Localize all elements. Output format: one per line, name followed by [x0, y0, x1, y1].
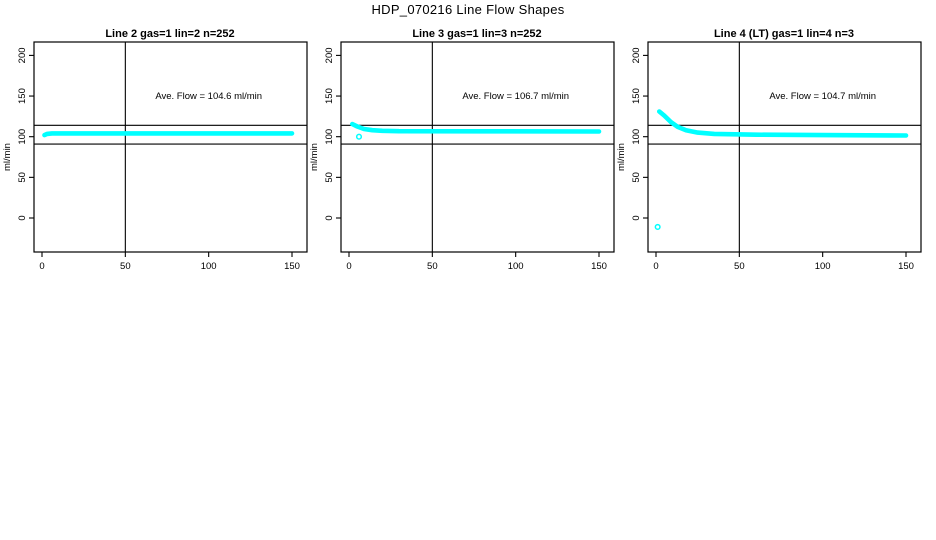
x-tick-label: 100	[508, 261, 524, 272]
plot-area: 0 50 100 150 0 50 100 150 200 ml/min	[616, 41, 922, 272]
panel-line-4-plot: Line 4 (LT) gas=1 lin=4 n=3 0 50 100 150 0 50…	[616, 28, 922, 272]
panel-title: Line 3 gas=1 lin=3 n=252	[412, 28, 541, 40]
x-tick-label: 50	[427, 261, 438, 272]
plot-frame	[647, 41, 922, 253]
panel-title: Line 2 gas=1 lin=2 n=252	[105, 28, 234, 40]
flow-series	[350, 121, 602, 134]
ave-flow-annotation: Ave. Flow = 104.6 ml/min	[155, 91, 262, 102]
y-tick-label: 200	[324, 47, 335, 63]
panel-line-4: Line 4 (LT) gas=1 lin=4 n=3 0 50 100 150 0 50…	[614, 20, 923, 275]
y-tick-label: 100	[631, 129, 642, 145]
y-axis-label: ml/min	[616, 143, 627, 171]
figure-title: HDP_070216 Line Flow Shapes	[371, 2, 565, 17]
y-tick-label: 0	[324, 215, 335, 220]
y-tick-label: 0	[631, 215, 642, 220]
x-tick-label: 0	[39, 261, 44, 272]
panel-title: Line 4 (LT) gas=1 lin=4 n=3	[714, 28, 854, 40]
ave-flow-annotation: Ave. Flow = 106.7 ml/min	[462, 91, 569, 102]
x-tick-label: 150	[284, 261, 300, 272]
outlier-point	[355, 133, 363, 140]
plot-area: 0 50 100 150 0 50 100 150 200 ml/min	[309, 41, 615, 272]
panel-line-2: Line 2 gas=1 lin=2 n=252 0 50 100 150 0 50 100…	[0, 20, 309, 275]
x-tick-label: 100	[815, 261, 831, 272]
y-tick-label: 50	[631, 172, 642, 183]
panel-line-3: Line 3 gas=1 lin=3 n=252 0 50 100 150 0 50 100…	[307, 20, 616, 275]
y-tick-label: 50	[324, 172, 335, 183]
ave-flow-annotation: Ave. Flow = 104.7 ml/min	[769, 91, 876, 102]
x-tick-label: 150	[591, 261, 607, 272]
y-tick-label: 50	[17, 172, 28, 183]
y-tick-label: 150	[324, 88, 335, 104]
x-tick-label: 50	[734, 261, 745, 272]
y-tick-label: 200	[17, 47, 28, 63]
x-tick-label: 0	[346, 261, 351, 272]
y-axis-label: ml/min	[2, 143, 13, 171]
outlier-point	[654, 223, 661, 230]
x-tick-label: 100	[201, 261, 217, 272]
plot-frame	[33, 41, 308, 253]
panel-line-2-plot: Line 2 gas=1 lin=2 n=252 0 50 100 150 0 50 100…	[2, 28, 308, 272]
y-tick-label: 0	[17, 215, 28, 220]
x-tick-label: 0	[653, 261, 658, 272]
y-tick-label: 150	[631, 88, 642, 104]
flow-series	[42, 131, 295, 138]
y-tick-label: 200	[631, 47, 642, 63]
y-axis-label: ml/min	[309, 143, 320, 171]
y-tick-label: 150	[17, 88, 28, 104]
y-tick-label: 100	[17, 129, 28, 145]
x-tick-label: 150	[898, 261, 914, 272]
flow-series	[657, 109, 909, 138]
plot-area: 0 50 100 150 0 50 100 150 200 ml/min	[2, 41, 308, 272]
x-tick-label: 50	[120, 261, 131, 272]
plot-frame	[340, 41, 615, 253]
panel-line-3-plot: Line 3 gas=1 lin=3 n=252 0 50 100 150 0 50 100…	[309, 28, 615, 272]
y-tick-label: 100	[324, 129, 335, 145]
